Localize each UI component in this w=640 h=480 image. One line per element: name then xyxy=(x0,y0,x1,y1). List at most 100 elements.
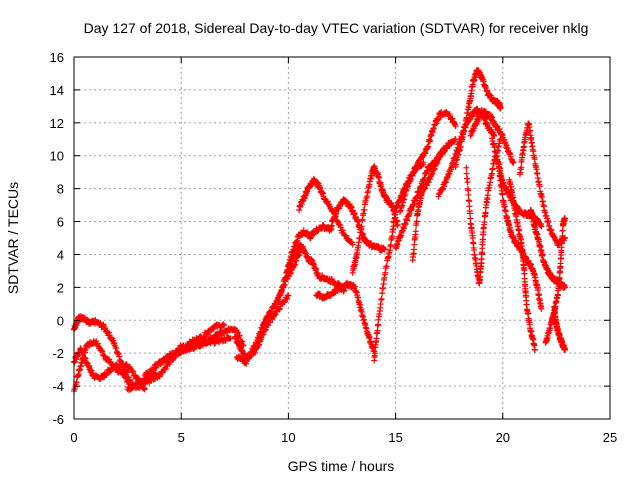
data-point xyxy=(279,283,286,290)
series-arc-14 xyxy=(349,163,401,276)
x-tick-labels: 0 5 10 15 20 25 xyxy=(70,430,617,445)
data-point xyxy=(94,340,101,347)
y-tick-label: 6 xyxy=(57,215,64,230)
data-point xyxy=(387,241,394,248)
data-point xyxy=(243,360,250,367)
data-point xyxy=(336,221,343,228)
data-point xyxy=(403,187,410,194)
series-arc-6 xyxy=(156,325,247,368)
grid-lines xyxy=(74,57,610,419)
data-point xyxy=(162,366,169,373)
data-point xyxy=(154,362,161,369)
x-tick-label: 5 xyxy=(178,430,185,445)
data-point xyxy=(141,386,148,393)
data-point xyxy=(464,179,471,186)
x-tick-label: 0 xyxy=(70,430,77,445)
y-tick-label: 8 xyxy=(57,182,64,197)
data-point xyxy=(361,207,368,214)
y-tick-label: 14 xyxy=(50,83,64,98)
data-point xyxy=(234,329,241,336)
data-point xyxy=(287,270,294,277)
x-tick-label: 20 xyxy=(496,430,510,445)
data-point xyxy=(285,292,292,299)
data-point xyxy=(403,188,410,195)
data-point xyxy=(256,332,263,339)
data-point xyxy=(111,339,118,346)
data-point xyxy=(358,223,365,230)
x-tick-label: 10 xyxy=(281,430,295,445)
data-point xyxy=(239,338,246,345)
data-point xyxy=(101,352,108,359)
data-point xyxy=(275,298,282,305)
series-arc-26 xyxy=(516,120,568,249)
data-point xyxy=(236,332,243,339)
data-point xyxy=(372,350,379,357)
data-point xyxy=(349,241,356,248)
series-arc-12 xyxy=(313,279,378,355)
data-point xyxy=(220,321,227,328)
data-point xyxy=(99,348,106,355)
data-point xyxy=(465,191,472,198)
data-point xyxy=(314,227,321,234)
data-point xyxy=(413,218,420,225)
data-point xyxy=(452,123,459,130)
data-point xyxy=(106,356,113,363)
data-points xyxy=(71,67,568,395)
y-tick-label: -2 xyxy=(52,346,64,361)
data-point xyxy=(73,379,80,386)
data-point xyxy=(531,346,538,353)
data-point xyxy=(159,369,166,376)
y-tick-label: -4 xyxy=(52,379,64,394)
data-point xyxy=(272,311,279,318)
data-point xyxy=(280,282,287,289)
data-point xyxy=(268,308,275,315)
series-arc-8 xyxy=(233,246,305,367)
data-point xyxy=(105,329,112,336)
data-point xyxy=(337,224,344,231)
data-point xyxy=(401,196,408,203)
data-point xyxy=(129,368,136,375)
data-point xyxy=(221,322,228,329)
y-tick-label: 0 xyxy=(57,313,64,328)
data-point xyxy=(284,295,291,302)
data-point xyxy=(114,349,121,356)
series-arc-18 xyxy=(409,136,459,264)
data-point xyxy=(404,183,411,190)
data-point xyxy=(126,376,133,383)
data-point xyxy=(398,203,405,210)
data-point xyxy=(457,143,464,150)
data-point xyxy=(246,355,253,362)
data-point xyxy=(378,295,385,302)
data-point xyxy=(97,320,104,327)
data-point xyxy=(211,340,218,347)
y-tick-label: 10 xyxy=(50,149,64,164)
y-tick-label: 12 xyxy=(50,116,64,131)
data-point xyxy=(383,263,390,270)
x-axis-label: GPS time / hours xyxy=(288,458,395,474)
data-point xyxy=(381,246,388,253)
data-point xyxy=(394,221,401,228)
data-point xyxy=(113,344,120,351)
x-tick-label: 15 xyxy=(388,430,402,445)
data-point xyxy=(559,227,566,234)
data-point xyxy=(324,198,331,205)
data-point xyxy=(412,228,419,235)
data-point xyxy=(404,184,411,191)
data-point xyxy=(251,343,258,350)
y-axis-label: SDTVAR / TECUs xyxy=(5,182,21,294)
y-tick-label: 2 xyxy=(57,280,64,295)
data-point xyxy=(276,306,283,313)
data-point xyxy=(399,202,406,209)
series-arc-11 xyxy=(296,175,356,248)
data-point xyxy=(463,164,470,171)
data-point xyxy=(276,305,283,312)
data-point xyxy=(150,366,157,373)
data-point xyxy=(102,325,109,332)
data-point xyxy=(399,199,406,206)
chart-title: Day 127 of 2018, Sidereal Day-to-day VTE… xyxy=(84,20,589,36)
data-point xyxy=(267,319,274,326)
data-point xyxy=(357,302,364,309)
data-point xyxy=(339,227,346,234)
series-arc-2 xyxy=(71,313,133,383)
